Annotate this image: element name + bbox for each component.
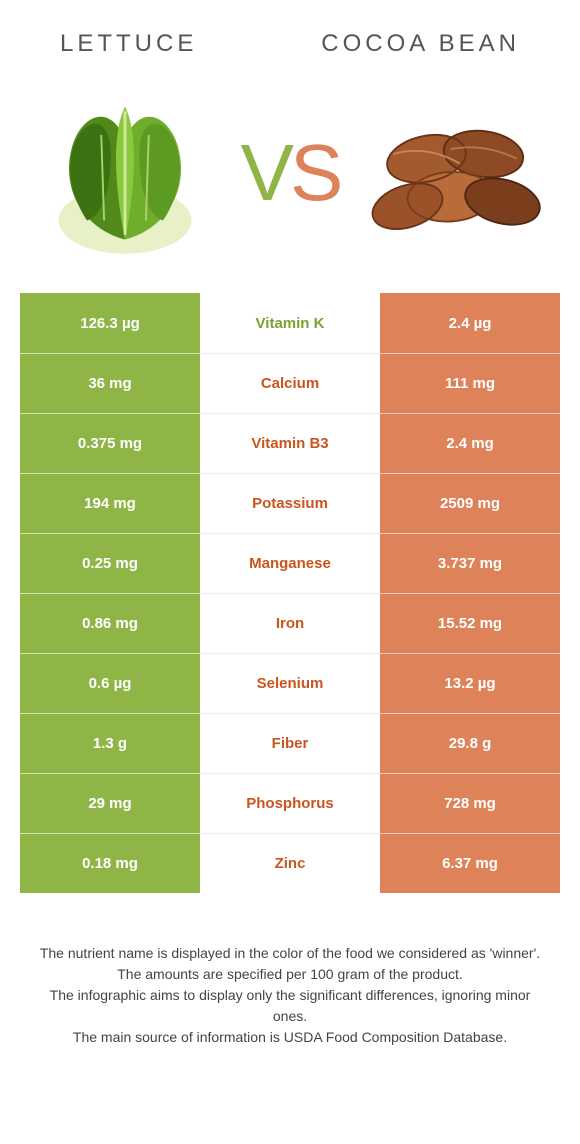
left-value: 0.6 µg [20, 653, 200, 713]
nutrient-label: Phosphorus [200, 773, 380, 833]
right-value: 728 mg [380, 773, 560, 833]
right-value: 13.2 µg [380, 653, 560, 713]
nutrient-row: 0.86 mgIron15.52 mg [20, 593, 560, 653]
nutrient-table: 126.3 µgVitamin K2.4 µg36 mgCalcium111 m… [20, 293, 560, 893]
right-value: 2509 mg [380, 473, 560, 533]
vs-s: S [290, 128, 339, 217]
left-value: 0.18 mg [20, 833, 200, 893]
nutrient-label: Zinc [200, 833, 380, 893]
nutrient-label: Potassium [200, 473, 380, 533]
footer-notes: The nutrient name is displayed in the co… [20, 893, 560, 1048]
right-value: 2.4 mg [380, 413, 560, 473]
footer-line-4: The main source of information is USDA F… [35, 1027, 545, 1048]
nutrient-label: Vitamin B3 [200, 413, 380, 473]
left-value: 29 mg [20, 773, 200, 833]
hero-row: VS [20, 78, 560, 293]
nutrient-label: Selenium [200, 653, 380, 713]
nutrient-label: Manganese [200, 533, 380, 593]
footer-line-3: The infographic aims to display only the… [35, 985, 545, 1027]
titles-row: LETTUCE COCOA BEAN [20, 30, 560, 58]
lettuce-image [30, 78, 220, 268]
nutrient-row: 36 mgCalcium111 mg [20, 353, 560, 413]
footer-line-2: The amounts are specified per 100 gram o… [35, 964, 545, 985]
left-value: 126.3 µg [20, 293, 200, 353]
nutrient-label: Calcium [200, 353, 380, 413]
nutrient-row: 194 mgPotassium2509 mg [20, 473, 560, 533]
left-value: 0.86 mg [20, 593, 200, 653]
right-food-title: COCOA BEAN [321, 30, 520, 58]
nutrient-row: 126.3 µgVitamin K2.4 µg [20, 293, 560, 353]
nutrient-row: 0.375 mgVitamin B32.4 mg [20, 413, 560, 473]
right-value: 111 mg [380, 353, 560, 413]
vs-v: V [241, 128, 290, 217]
nutrient-label: Fiber [200, 713, 380, 773]
nutrient-label: Iron [200, 593, 380, 653]
nutrient-row: 0.6 µgSelenium13.2 µg [20, 653, 560, 713]
right-value: 29.8 g [380, 713, 560, 773]
left-food-title: LETTUCE [60, 30, 197, 58]
right-value: 3.737 mg [380, 533, 560, 593]
right-value: 6.37 mg [380, 833, 560, 893]
right-value: 2.4 µg [380, 293, 560, 353]
nutrient-row: 29 mgPhosphorus728 mg [20, 773, 560, 833]
left-value: 0.375 mg [20, 413, 200, 473]
nutrient-label: Vitamin K [200, 293, 380, 353]
cocoa-image [360, 78, 550, 268]
nutrient-row: 1.3 gFiber29.8 g [20, 713, 560, 773]
vs-label: VS [241, 127, 340, 219]
nutrient-row: 0.25 mgManganese3.737 mg [20, 533, 560, 593]
left-value: 36 mg [20, 353, 200, 413]
footer-line-1: The nutrient name is displayed in the co… [35, 943, 545, 964]
nutrient-row: 0.18 mgZinc6.37 mg [20, 833, 560, 893]
left-value: 0.25 mg [20, 533, 200, 593]
right-value: 15.52 mg [380, 593, 560, 653]
left-value: 194 mg [20, 473, 200, 533]
left-value: 1.3 g [20, 713, 200, 773]
